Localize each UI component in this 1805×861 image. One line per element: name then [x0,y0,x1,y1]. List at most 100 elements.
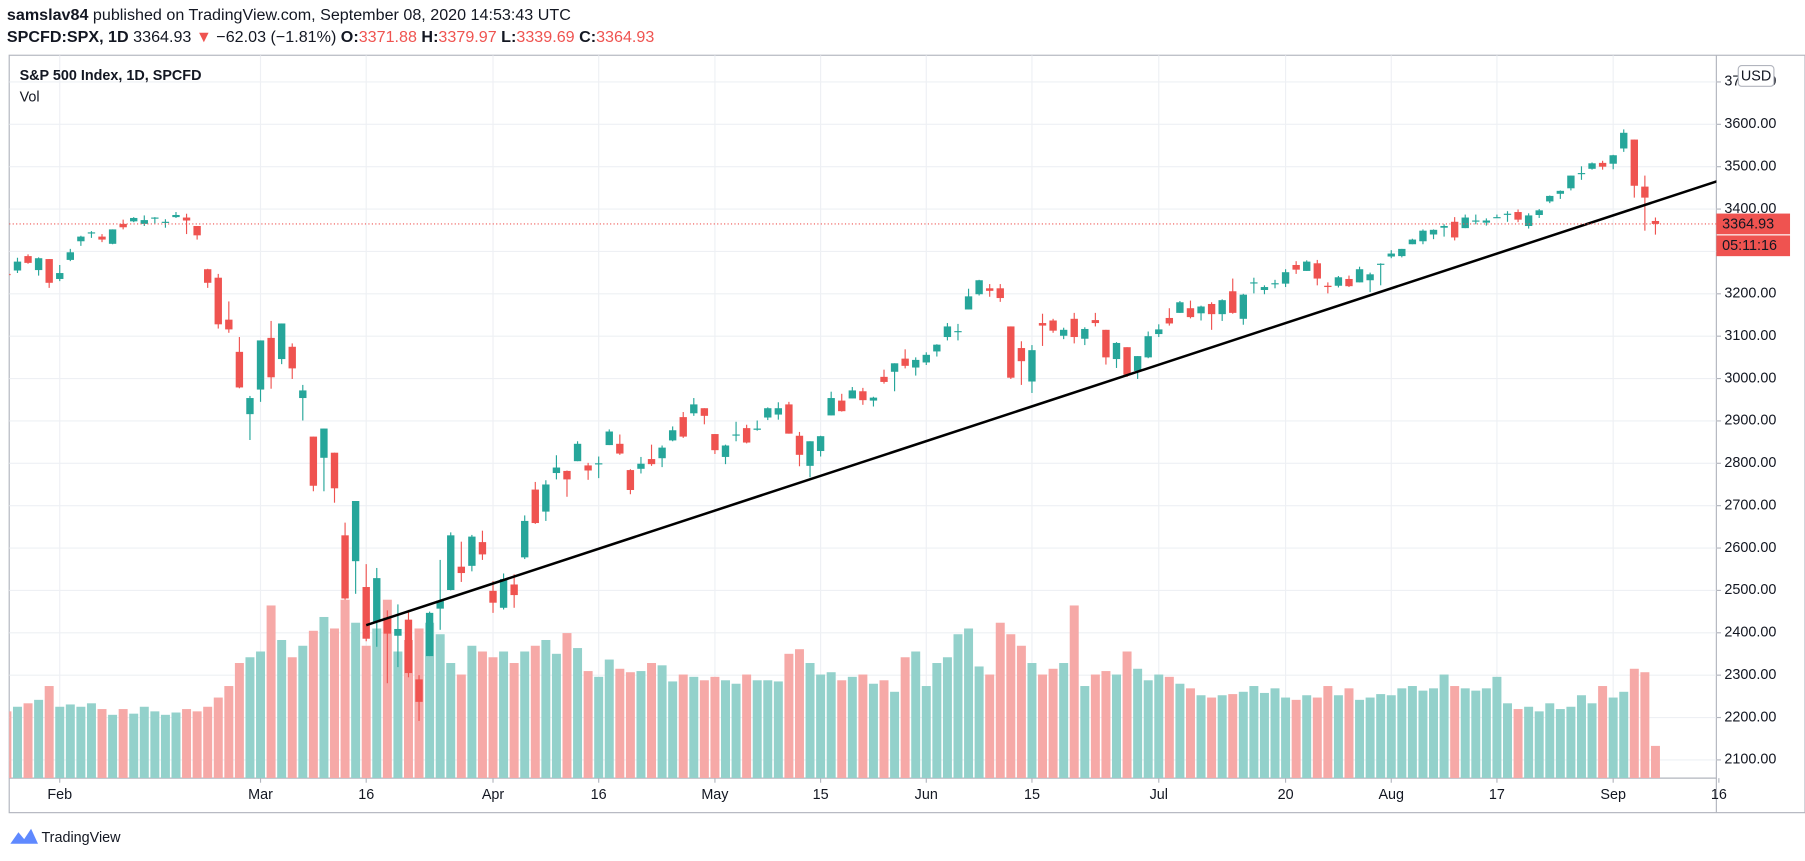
ohlc-label: O: [341,28,359,46]
candle-body [489,590,497,603]
candle-body [795,435,804,455]
volume-bar [879,680,889,779]
volume-bar [625,672,635,779]
direction: ▼ [196,28,212,46]
candle-body [595,463,603,465]
ohlc-label: L: [501,28,516,46]
x-tick-label: Apr [482,787,505,803]
candle-body [1355,269,1364,283]
candle-body [362,587,370,639]
candle-body [510,584,518,596]
volume-bar [1259,692,1269,779]
y-tick-label: 2100.00 [1724,752,1776,768]
volume-bar [953,634,963,779]
candle-body [1472,220,1480,222]
candle-body [1133,356,1142,371]
volume-bar [1038,674,1048,779]
candle-body [1260,287,1269,290]
last: 3364.93 [133,28,191,46]
candle-body [1577,173,1586,175]
candle-body [859,391,867,401]
candle-body [288,346,296,369]
volume-bar [1048,668,1058,779]
candle-body [256,340,265,390]
grid [9,55,1717,779]
y-tick-label: 2800.00 [1724,455,1776,471]
volume-bar [742,674,752,779]
volume-bar [1555,709,1565,779]
volume-bar [97,709,107,779]
volume-bar [1281,697,1291,779]
candle-body [1493,217,1501,219]
volume-bar [1503,703,1512,779]
volume-bar [330,628,339,779]
candle-body [351,501,360,562]
y-tick-label: 3400.00 [1724,201,1776,217]
currency-badge[interactable] [1737,65,1775,87]
volume-bar [382,599,392,779]
volume-bar [266,605,276,779]
candle-body [56,273,64,279]
candle-body [764,408,772,418]
volume-bar [636,671,646,779]
volume-bar [1566,706,1576,779]
pane-title: S&P 500 Index, 1D, SPCFD [20,68,202,84]
candle-body [1535,210,1543,215]
frame [8,54,1805,814]
x-tick-label: Feb [47,787,72,803]
volume-bar [1545,703,1555,779]
volume-bar [1217,695,1227,779]
candle-body [383,617,392,634]
volume-bar [1207,697,1217,779]
volume-bar [731,683,741,779]
volume-bar [1006,634,1016,779]
volume-bar [1080,686,1090,779]
volume-bar [499,651,509,779]
volume-bar [76,706,86,779]
volume-bar [964,628,974,779]
candle-body [468,536,476,566]
y-tick-label: 2600.00 [1724,540,1776,556]
volume-bar [541,639,551,779]
volume-bar [361,645,371,779]
volume-bar [1185,688,1195,779]
volume-bar [974,666,984,779]
candle-body [552,467,561,474]
candle-body [1207,303,1216,315]
volume-bar [171,712,181,779]
volume-bar [1059,663,1069,779]
volume-bar [1090,674,1100,779]
volume-bar [985,674,995,779]
countdown-badge [1716,235,1791,257]
volume-bar [456,674,466,779]
volume-bar [1608,697,1618,779]
volume-bar [1323,686,1333,779]
volume-bar [1524,706,1534,779]
y-tick-label: 2700.00 [1724,497,1776,513]
candle-body [1059,329,1068,336]
candle-body [1345,278,1353,287]
candle-body [711,434,719,451]
candle-body [1366,274,1374,281]
candle-body [1482,220,1491,223]
volume-bar [340,599,350,779]
volume-bar [256,651,266,779]
volume-bar [1386,695,1396,779]
candle-body [1038,323,1047,326]
volume-bar [1027,663,1037,779]
x-tick-label: 16 [1711,787,1727,803]
candle-body [584,465,592,471]
candle-body [933,344,941,352]
candle-body [573,443,582,462]
volume-bar [932,663,942,779]
candle-body [690,404,698,414]
candle-body [732,434,740,436]
volume-bar [868,683,878,779]
candle-body [1377,263,1385,265]
volume-bar [1249,686,1259,779]
volume-bar [1397,688,1407,779]
volume-bar [615,668,625,779]
volume-bar [995,622,1005,779]
volume-bar [1355,699,1365,779]
volume-bar [1629,668,1639,779]
